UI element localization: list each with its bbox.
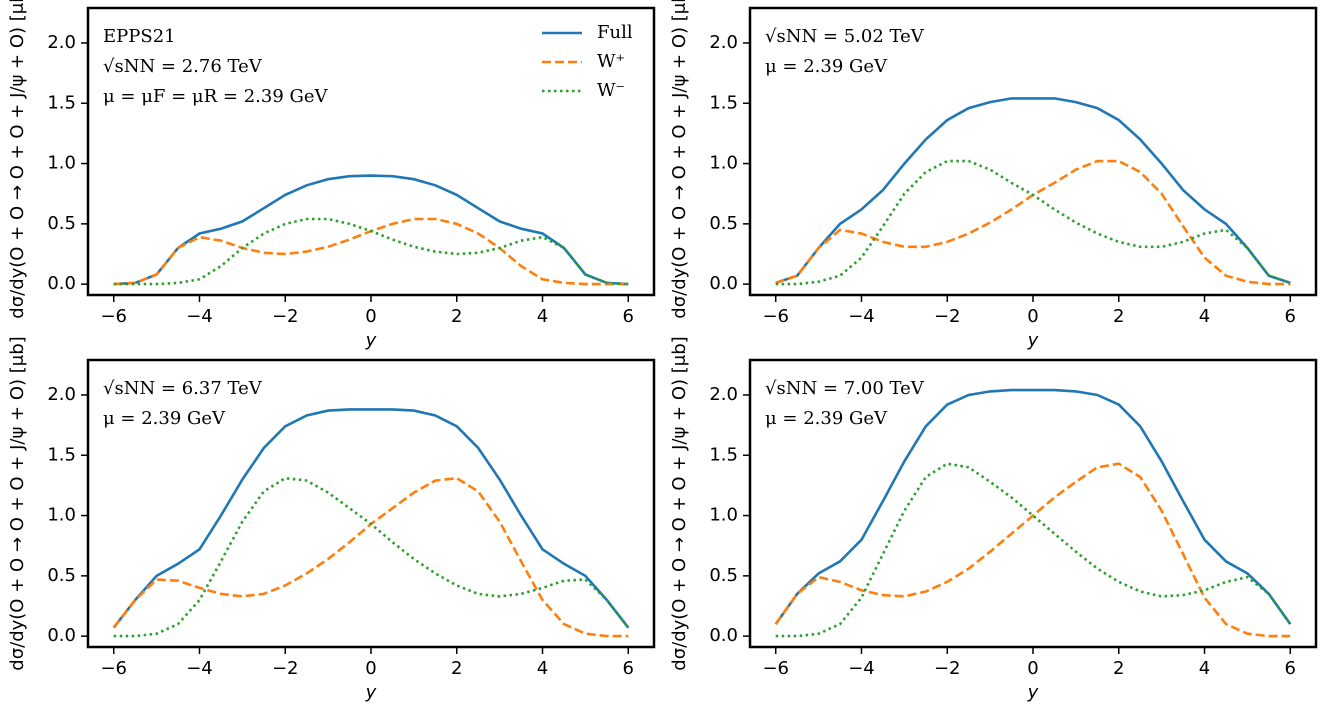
x-tick-label: −6 [100,306,127,327]
series-line [775,159,1291,286]
x-tick-label: −6 [100,658,127,679]
series-line [112,476,629,638]
series-line [113,174,629,286]
x-axis-label: y [365,682,377,703]
y-axis-label: dσ/dy(O + O → O + O + J/ψ + O) [μb] [669,336,690,670]
y-tick-label: 1.5 [47,92,76,113]
y-tick-label: 1.0 [47,505,76,526]
plot-frame [748,358,1318,649]
y-tick-label: 0.0 [709,625,738,646]
y-tick-label: 1.5 [47,444,76,465]
y-tick-label: 0.5 [47,565,76,586]
y-tick-label: 0.5 [709,565,738,586]
y-tick-label: 0.5 [709,213,738,234]
y-tick-label: 1.5 [709,444,738,465]
x-tick-label: −6 [762,306,789,327]
x-tick-label: 0 [1027,658,1038,679]
y-tick-label: 0.5 [47,213,76,234]
x-tick-label: −2 [934,658,961,679]
series-line [775,97,1291,285]
annotation: √sNN = 5.02 TeV [765,26,925,47]
x-tick-label: −2 [272,658,299,679]
legend-label: W⁻ [597,80,625,101]
x-tick-label: 4 [1199,658,1210,679]
y-tick-label: 0.0 [47,273,76,294]
series-line [113,217,629,286]
x-tick-label: 4 [537,306,548,327]
series-line [113,217,629,286]
x-axis-label: y [1027,682,1039,703]
series-line [112,408,630,629]
y-axis-label: dσ/dy(O + O → O + O + J/ψ + O) [μb] [7,0,28,319]
legend-label: Full [597,22,633,43]
x-tick-label: 6 [623,306,634,327]
annotation: μ = μF = μR = 2.39 GeV [103,86,329,107]
series-line [113,476,630,638]
x-tick-label: 2 [451,658,462,679]
annotation: √sNN = 7.00 TeV [765,378,925,399]
annotation: μ = 2.39 GeV [765,408,888,429]
x-tick-label: 4 [537,658,548,679]
x-tick-label: 2 [451,306,462,327]
x-tick-label: 2 [1113,306,1124,327]
annotation: √sNN = 2.76 TeV [103,56,263,77]
x-tick-label: −4 [848,306,875,327]
plot-frame [748,6,1318,297]
series-line [775,159,1291,286]
y-tick-label: 2.0 [47,384,76,405]
y-tick-label: 1.0 [47,153,76,174]
y-tick-label: 1.5 [709,92,738,113]
series-line [774,388,1292,625]
x-tick-label: 2 [1113,658,1124,679]
y-tick-label: 0.0 [709,273,738,294]
plot-frame [86,6,656,297]
x-tick-label: −4 [186,658,213,679]
y-tick-label: 1.0 [709,153,738,174]
y-axis-label: dσ/dy(O + O → O + O + J/ψ + O) [μb] [669,0,690,319]
x-tick-label: 6 [1285,658,1296,679]
plot-frame [86,358,656,649]
x-tick-label: −6 [762,658,789,679]
x-tick-label: 0 [365,658,376,679]
x-tick-label: −4 [186,306,213,327]
annotation: μ = 2.39 GeV [103,408,226,429]
y-tick-label: 2.0 [709,384,738,405]
y-tick-label: 2.0 [709,32,738,53]
x-tick-label: −2 [272,306,299,327]
legend-label: W⁺ [597,51,625,72]
y-tick-label: 1.0 [709,505,738,526]
x-axis-label: y [1027,330,1039,351]
x-tick-label: 4 [1199,306,1210,327]
x-tick-label: 0 [365,306,376,327]
annotation: μ = 2.39 GeV [765,56,888,77]
x-tick-label: 0 [1027,306,1038,327]
annotation: EPPS21 [103,26,176,47]
x-tick-label: −2 [934,306,961,327]
x-tick-label: 6 [1285,306,1296,327]
series-line [774,462,1291,638]
y-tick-label: 2.0 [47,32,76,53]
x-tick-label: 6 [623,658,634,679]
annotation: √sNN = 6.37 TeV [103,378,263,399]
x-axis-label: y [365,330,377,351]
y-axis-label: dσ/dy(O + O → O + O + J/ψ + O) [μb] [7,336,28,670]
y-tick-label: 0.0 [47,625,76,646]
x-tick-label: −4 [848,658,875,679]
